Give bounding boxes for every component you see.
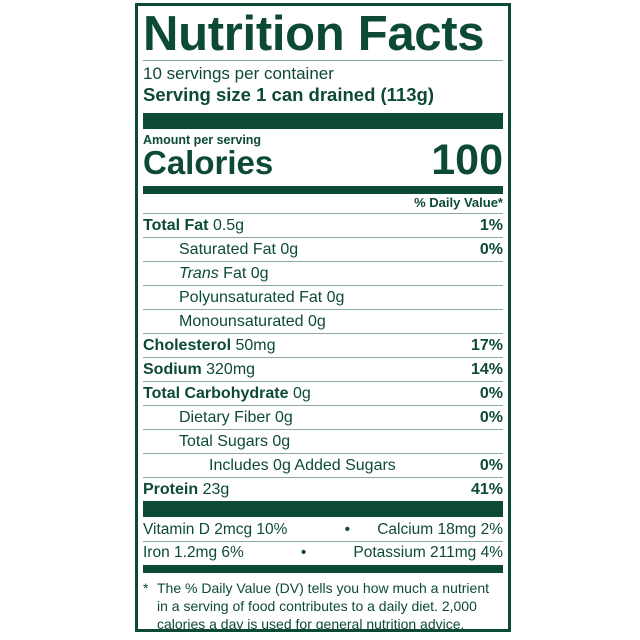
vitamin-left: Iron 1.2mg 6% (143, 544, 244, 561)
footnote-text: The % Daily Value (DV) tells you how muc… (157, 580, 489, 632)
nutrient-daily-value: 1% (479, 217, 503, 234)
serving-size: Serving size 1 can drained (113g) (143, 84, 434, 105)
nutrient-name: Saturated Fat 0g (179, 238, 298, 261)
nutrient-name: Dietary Fiber 0g (179, 406, 293, 429)
vitamin-row: Vitamin D 2mcg 10% • Calcium 18mg 2% (143, 519, 503, 541)
nutrient-list: Total Fat 0.5g 1% Saturated Fat 0g 0% Trans … (143, 213, 503, 501)
nutrient-label: Dietary Fiber (179, 409, 271, 426)
nutrient-amount: 0g (272, 433, 291, 450)
nutrient-row: Trans Fat 0g (143, 261, 503, 285)
divider (143, 60, 503, 61)
nutrient-name: Protein 23g (143, 478, 229, 501)
nutrient-daily-value: 17% (470, 337, 503, 354)
nutrient-label: Trans (179, 265, 219, 282)
nutrient-name: Total Sugars 0g (179, 430, 290, 453)
nutrient-label: Total Carbohydrate (143, 385, 289, 402)
nutrient-amount: 320mg (206, 361, 256, 378)
nutrient-label: Cholesterol (143, 337, 232, 354)
nutrient-name: Sodium 320mg (143, 358, 255, 381)
nutrient-label: Monounsaturated (179, 313, 304, 330)
vitamin-right: Potassium 211mg 4% (353, 544, 503, 561)
vitamin-row: Iron 1.2mg 6% • Potassium 211mg 4% (143, 541, 503, 564)
nutrient-label-suffix: Fat (223, 265, 247, 282)
medium-divider (143, 565, 503, 573)
nutrient-row: Polyunsaturated Fat 0g (143, 285, 503, 309)
nutrient-name: Trans Fat 0g (179, 262, 269, 285)
medium-divider (143, 186, 503, 194)
calories-value: 100 (431, 136, 503, 184)
bullet: • (300, 544, 307, 561)
nutrient-amount: 50mg (235, 337, 276, 354)
nutrient-amount: 0.5g (212, 217, 245, 234)
nutrient-amount: 0g (307, 313, 326, 330)
nutrient-name: Total Fat 0.5g (143, 214, 244, 237)
nutrient-row: Sodium 320mg 14% (143, 357, 503, 381)
thick-divider (143, 501, 503, 517)
nutrient-daily-value: 0% (479, 385, 503, 402)
nutrient-row: Cholesterol 50mg 17% (143, 333, 503, 357)
nutrient-row: Saturated Fat 0g 0% (143, 237, 503, 261)
nutrient-row: Dietary Fiber 0g 0% (143, 405, 503, 429)
nutrient-row: Protein 23g 41% (143, 477, 503, 501)
nutrient-amount: 0g (280, 241, 299, 258)
nutrient-daily-value: 0% (479, 457, 503, 474)
nutrient-name: Total Carbohydrate 0g (143, 382, 311, 405)
calories-label: Calories (143, 144, 274, 181)
thick-divider (143, 113, 503, 129)
footnote-star: * (143, 580, 149, 596)
nutrient-amount: 0g (275, 409, 293, 426)
nutrient-name: Includes 0g Added Sugars (209, 454, 396, 477)
label-title: Nutrition Facts (143, 7, 485, 61)
footnote: * The % Daily Value (DV) tells you how m… (143, 579, 503, 633)
calories-row: Calories 100 (143, 139, 503, 182)
nutrient-row: Total Sugars 0g (143, 429, 503, 453)
nutrient-row: Includes 0g Added Sugars 0% (143, 453, 503, 477)
nutrient-name: Polyunsaturated Fat 0g (179, 286, 344, 309)
nutrient-amount: 0g (292, 385, 311, 402)
nutrient-label: Total Sugars (179, 433, 268, 450)
vitamin-left: Vitamin D 2mcg 10% (143, 521, 288, 538)
nutrient-row: Total Fat 0.5g 1% (143, 213, 503, 237)
nutrient-label: Saturated Fat (179, 241, 276, 258)
nutrient-amount: 23g (202, 481, 230, 498)
nutrient-daily-value: 14% (470, 361, 503, 378)
amount-per-serving: Amount per serving (143, 133, 262, 147)
nutrient-name: Cholesterol 50mg (143, 334, 276, 357)
vitamin-right: Calcium 18mg 2% (377, 521, 503, 538)
daily-value-header: % Daily Value* (414, 195, 503, 210)
nutrient-row: Monounsaturated 0g (143, 309, 503, 333)
nutrient-label: Includes 0g Added Sugars (209, 457, 396, 474)
nutrition-facts-label: Nutrition Facts 10 servings per containe… (135, 3, 511, 632)
bullet: • (344, 521, 351, 538)
nutrient-amount: 0g (326, 289, 345, 306)
nutrient-row: Total Carbohydrate 0g 0% (143, 381, 503, 405)
nutrient-name: Monounsaturated 0g (179, 310, 326, 333)
nutrient-label: Total Fat (143, 217, 209, 234)
nutrient-label: Protein (143, 481, 199, 498)
nutrient-daily-value: 0% (479, 409, 503, 426)
servings-per-container: 10 servings per container (143, 64, 334, 83)
nutrient-label: Polyunsaturated Fat (179, 289, 323, 306)
nutrient-label: Sodium (143, 361, 202, 378)
nutrient-amount: 0g (250, 265, 269, 282)
nutrient-daily-value: 0% (479, 241, 503, 258)
nutrient-daily-value: 41% (470, 481, 503, 498)
